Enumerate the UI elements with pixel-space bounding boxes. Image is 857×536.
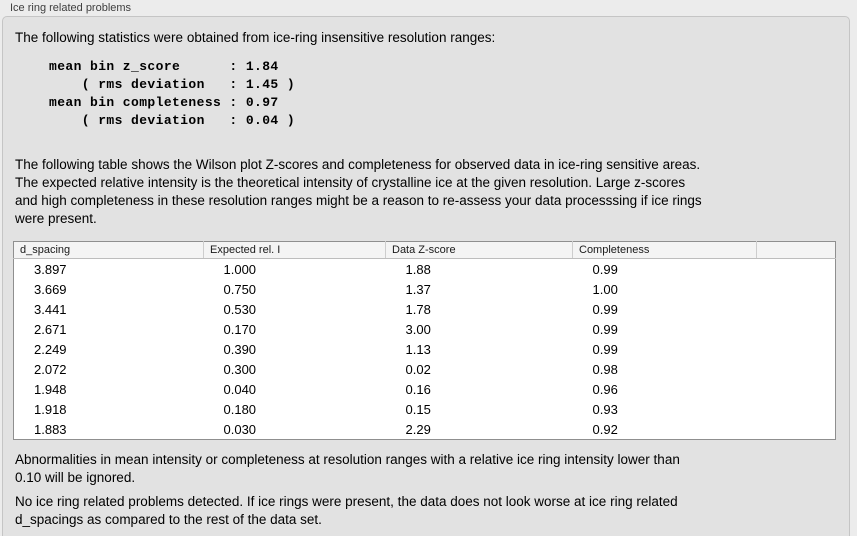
- cell: 1.13: [405, 341, 431, 357]
- cell: [757, 419, 836, 440]
- cell: [757, 359, 836, 379]
- cell: [757, 399, 836, 419]
- cell: 1.883: [34, 421, 67, 437]
- cell: 0.390: [223, 341, 257, 357]
- cell: [757, 299, 836, 319]
- cell: 0.750: [223, 281, 257, 297]
- cell: 1.88: [405, 261, 431, 277]
- table-row[interactable]: 2.072 0.300 0.02 0.98: [14, 359, 836, 379]
- intro-text: The following statistics were obtained f…: [15, 30, 496, 45]
- column-header-completeness[interactable]: Completeness: [572, 241, 757, 259]
- table-description: The following table shows the Wilson plo…: [15, 157, 702, 226]
- cell: 0.300: [223, 361, 257, 377]
- cell: 2.671: [34, 321, 67, 337]
- cell: 2.249: [34, 341, 67, 357]
- table-row[interactable]: 3.897 1.000 1.88 0.99: [14, 259, 836, 280]
- column-header-data-z-score[interactable]: Data Z-score: [385, 241, 573, 259]
- ice-ring-table[interactable]: d_spacing Expected rel. I Data Z-score Comp…: [13, 241, 836, 440]
- cell: 2.072: [34, 361, 67, 377]
- cell: 1.00: [592, 281, 618, 297]
- cell: [757, 319, 836, 339]
- table-row[interactable]: 1.948 0.040 0.16 0.96: [14, 379, 836, 399]
- table-row[interactable]: 1.883 0.030 2.29 0.92: [14, 419, 836, 440]
- cell: 3.00: [405, 321, 431, 337]
- column-header-expected-rel-i[interactable]: Expected rel. I: [203, 241, 386, 259]
- cell: 1.948: [34, 381, 67, 397]
- cell: 1.78: [405, 301, 431, 317]
- cell: 0.180: [223, 401, 257, 417]
- cell: 0.99: [592, 261, 618, 277]
- cell: 0.99: [592, 301, 618, 317]
- cell: [757, 279, 836, 299]
- cell: [757, 379, 836, 399]
- conclusion-text: No ice ring related problems detected. I…: [15, 494, 678, 527]
- cell: 0.99: [592, 341, 618, 357]
- cell: 3.669: [34, 281, 67, 297]
- column-header-empty[interactable]: [756, 241, 836, 259]
- cell: 0.530: [223, 301, 257, 317]
- groupbox: The following statistics were obtained f…: [2, 16, 850, 536]
- cell: 1.000: [223, 261, 257, 277]
- cell: 2.29: [405, 421, 431, 437]
- table-row[interactable]: 1.918 0.180 0.15 0.93: [14, 399, 836, 419]
- cell: 0.170: [223, 321, 257, 337]
- cell: 3.897: [34, 261, 67, 277]
- cell: 0.15: [405, 401, 431, 417]
- table-row[interactable]: 3.441 0.530 1.78 0.99: [14, 299, 836, 319]
- cell: 0.02: [405, 361, 431, 377]
- cell: 0.93: [592, 401, 618, 417]
- cell: [757, 259, 836, 280]
- cell: 1.37: [405, 281, 431, 297]
- groupbox-label: Ice ring related problems: [10, 2, 132, 14]
- cell: 0.16: [405, 381, 431, 397]
- cell: 3.441: [34, 301, 67, 317]
- cell: 0.030: [223, 421, 257, 437]
- table-row[interactable]: 2.671 0.170 3.00 0.99: [14, 319, 836, 339]
- cell: 0.99: [592, 321, 618, 337]
- cell: 1.918: [34, 401, 67, 417]
- table-row[interactable]: 2.249 0.390 1.13 0.99: [14, 339, 836, 359]
- table-header-row: d_spacing Expected rel. I Data Z-score Comp…: [13, 241, 836, 259]
- cell: 0.96: [592, 381, 618, 397]
- stats-block: mean bin z_score : 1.84 ( rms deviation …: [49, 59, 296, 128]
- column-header-d-spacing[interactable]: d_spacing: [13, 241, 204, 259]
- cell: [757, 339, 836, 359]
- cell: 0.92: [592, 421, 618, 437]
- table-row[interactable]: 3.669 0.750 1.37 1.00: [14, 279, 836, 299]
- cell: 0.98: [592, 361, 618, 377]
- cell: 0.040: [223, 381, 257, 397]
- ignore-note: Abnormalities in mean intensity or compl…: [15, 452, 680, 485]
